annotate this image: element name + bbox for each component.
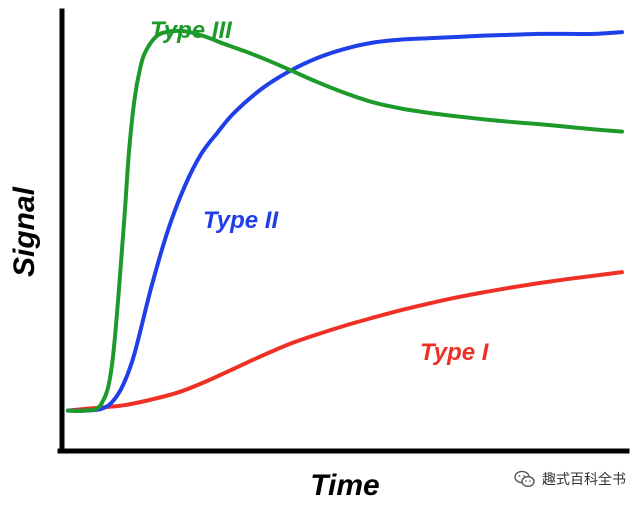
- series-label-type-ii: Type II: [203, 207, 279, 234]
- series-line-type-ii: [66, 30, 624, 413]
- watermark: 趣式百科全书: [514, 469, 626, 489]
- series-label-type-i: Type I: [420, 339, 490, 366]
- series-layer: [66, 28, 624, 414]
- series-line-type-iii: [66, 28, 624, 414]
- series-line-type-i: [66, 270, 624, 413]
- series-label-type-iii: Type III: [150, 17, 233, 44]
- watermark-text: 趣式百科全书: [542, 472, 626, 488]
- wechat-icon: [514, 470, 536, 488]
- axes: [57, 8, 630, 454]
- y-axis-label: Signal: [8, 186, 41, 277]
- labels-layer: Type I Type II Type III: [150, 17, 490, 366]
- x-axis-label: Time: [310, 469, 379, 502]
